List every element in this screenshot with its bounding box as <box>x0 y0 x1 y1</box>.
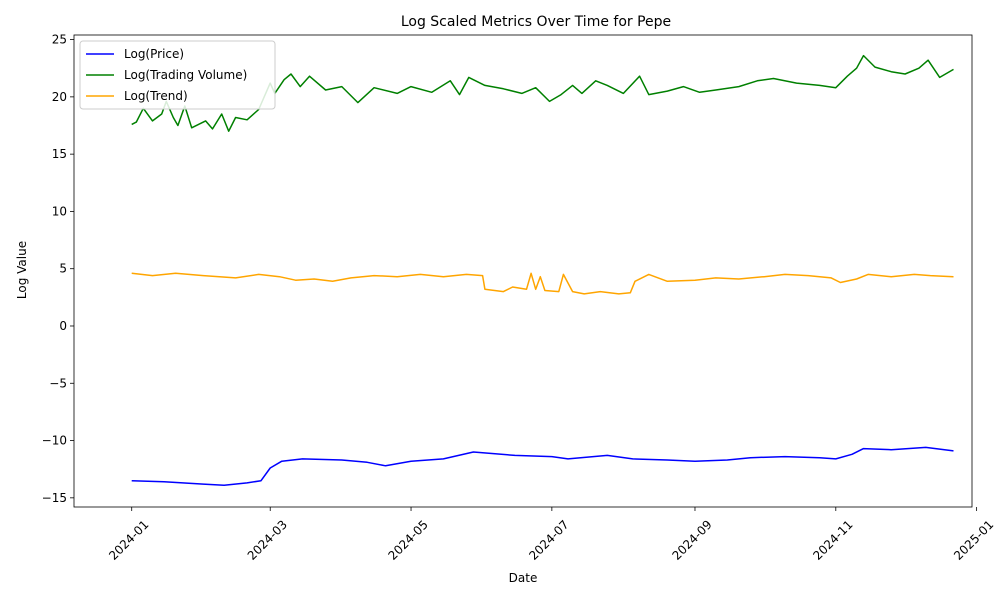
x-tick-label: 2024-07 <box>526 517 571 562</box>
x-tick-label: 2025-01 <box>951 517 996 562</box>
legend-label: Log(Trend) <box>124 89 188 103</box>
y-tick-label: 0 <box>59 319 67 333</box>
plot-area <box>73 34 973 508</box>
x-tick-label: 2024-11 <box>810 517 855 562</box>
y-tick-label: 20 <box>52 90 67 104</box>
y-tick-label: 25 <box>52 33 67 47</box>
y-tick-label: −15 <box>42 491 67 505</box>
y-tick-label: 15 <box>52 147 67 161</box>
y-tick-label: 10 <box>52 204 67 218</box>
axes-frame <box>73 34 973 508</box>
y-axis: −15 −10 −5 0 5 10 15 20 25 <box>42 33 74 505</box>
y-axis-label: Log Value <box>15 241 29 299</box>
legend-label: Log(Trading Volume) <box>124 68 247 82</box>
chart-title: Log Scaled Metrics Over Time for Pepe <box>401 14 671 30</box>
y-tick-label: −10 <box>42 434 67 448</box>
x-axis-label: Date <box>509 571 538 585</box>
y-tick-label: −5 <box>49 376 67 390</box>
legend-box <box>79 40 276 110</box>
y-tick-label: 5 <box>59 262 67 276</box>
x-tick-label: 2024-09 <box>669 517 714 562</box>
series-line-1 <box>131 446 954 486</box>
x-tick-label: 2024-03 <box>245 517 290 562</box>
series-line-3 <box>131 272 954 295</box>
legend-label: Log(Price) <box>124 47 184 61</box>
legend: Log(Price) Log(Trading Volume) Log(Trend) <box>79 40 276 110</box>
x-axis: 2024-01 2024-03 2024-05 2024-07 2024-09 2024-… <box>106 507 996 563</box>
series-line-2 <box>131 54 954 132</box>
x-tick-label: 2024-05 <box>386 517 431 562</box>
x-tick-label: 2024-01 <box>106 517 151 562</box>
